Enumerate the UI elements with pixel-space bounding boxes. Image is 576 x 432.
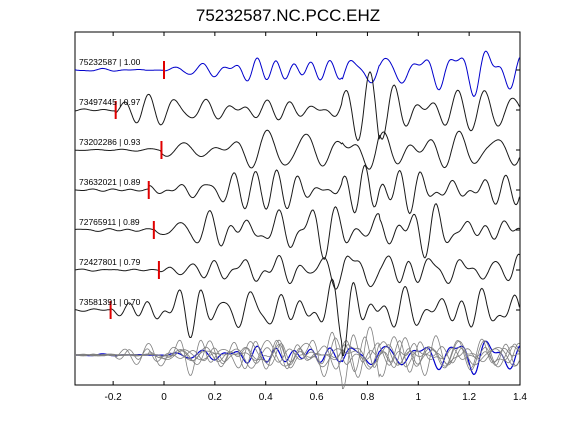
trace-line (74, 71, 520, 142)
x-tick-label: 1.2 (462, 392, 476, 403)
trace-line (74, 253, 520, 290)
x-tick-label: -0.2 (105, 392, 123, 403)
stack-trace-line (74, 342, 520, 370)
stack-trace-line (74, 331, 520, 390)
x-tick-label: 0.6 (310, 392, 324, 403)
x-tick-label: 1 (416, 392, 422, 403)
trace-label: 73581391 | 0.70 (79, 297, 141, 307)
trace-label: 73632021 | 0.89 (79, 177, 141, 187)
chart-title: 75232587.NC.PCC.EHZ (195, 6, 381, 25)
x-tick-label: 0.4 (259, 392, 273, 403)
trace-label: 72427801 | 0.79 (79, 257, 141, 267)
trace-label: 72765911 | 0.89 (79, 217, 140, 227)
trace-line (74, 129, 520, 170)
x-tick-label: 1.4 (513, 392, 527, 403)
trace-line (74, 50, 520, 98)
x-tick-label: 0.8 (360, 392, 374, 403)
x-tick-label: 0.2 (208, 392, 222, 403)
trace-label: 73202286 | 0.93 (79, 137, 141, 147)
axes-frame (74, 31, 521, 386)
x-tick-label: 0 (161, 392, 167, 403)
trace-line (75, 164, 520, 215)
trace-label: 73497445 | 0.97 (79, 97, 141, 107)
trace-line (74, 203, 520, 261)
trace-line (74, 278, 520, 357)
trace-label: 75232587 | 1.00 (79, 57, 141, 67)
stack-trace-line (75, 336, 520, 373)
